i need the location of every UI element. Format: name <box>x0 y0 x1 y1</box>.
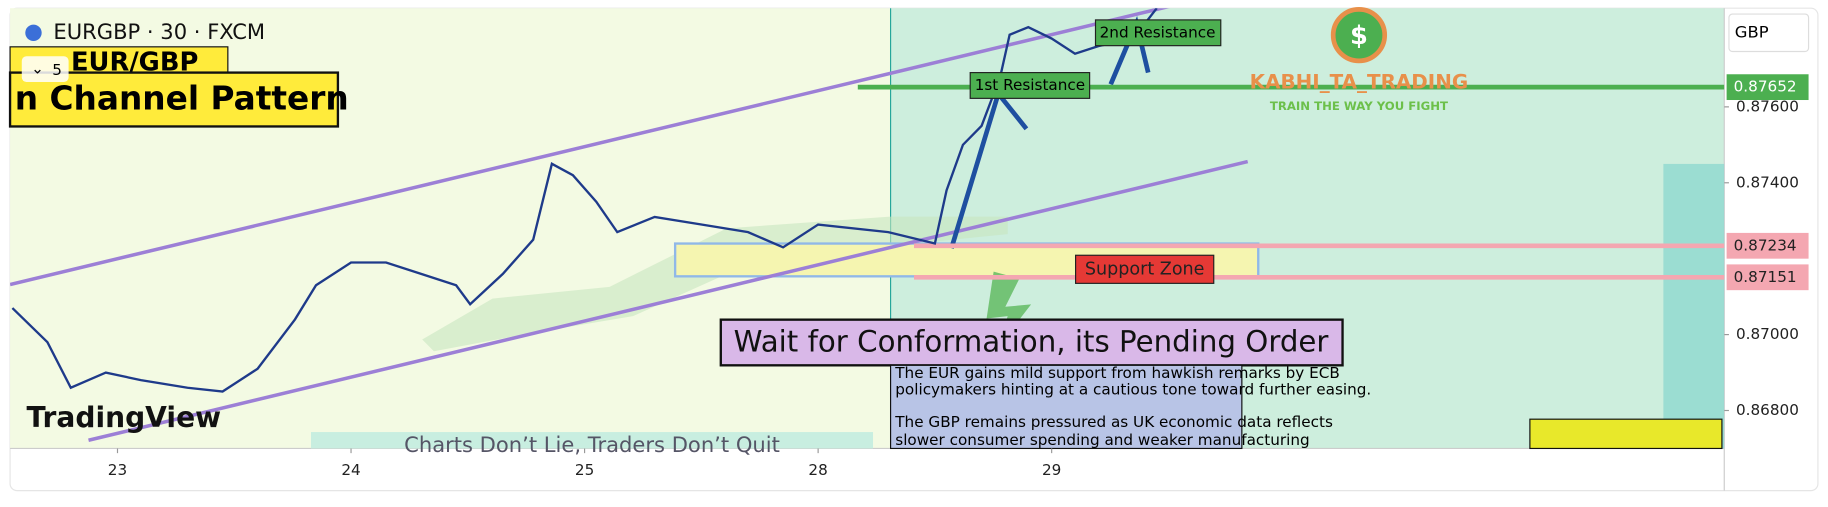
support-label-box <box>1074 254 1215 284</box>
channel-lower <box>88 159 1249 442</box>
brand-symbol: $ <box>1350 21 1368 51</box>
pattern-label: n Channel Pattern <box>15 80 349 118</box>
interval-value: 5 <box>52 61 62 79</box>
flag-icon <box>25 24 42 41</box>
r1-box <box>969 72 1091 99</box>
cloud <box>422 216 1008 352</box>
interval-menu[interactable] <box>21 56 69 82</box>
brand-logo <box>1330 7 1388 64</box>
motto-box <box>310 432 874 449</box>
news-line: slower consumer spending and weaker manu… <box>895 431 1309 449</box>
x-tick-label: 28 <box>808 461 827 479</box>
news-box <box>889 364 1243 450</box>
timer-box <box>1529 418 1723 450</box>
interval-caret: ⌄ <box>31 60 44 78</box>
x-tick-label: 23 <box>108 461 127 479</box>
volume-profile <box>1663 163 1725 449</box>
r2-box <box>1094 19 1222 47</box>
support-zone: Support Zone <box>1085 259 1205 279</box>
brand: KABHI_TA_TRADING <box>1250 71 1469 94</box>
x-tick-label: 29 <box>1042 461 1061 479</box>
y-tick-label: 0.87400 <box>1736 173 1799 191</box>
news-line: policymakers hinting at a cautious tone … <box>895 380 1371 398</box>
currency-box[interactable] <box>1728 13 1810 53</box>
bolt-icon <box>986 271 1032 347</box>
y-tick-label: 0.86800 <box>1736 401 1799 419</box>
price-tag <box>1726 74 1809 101</box>
wait-text: Wait for Conformation, its Pending Order <box>734 325 1330 359</box>
y-tick-label: 0.87600 <box>1736 97 1799 115</box>
price-line <box>11 8 1158 393</box>
symbol: EURGBP · 30 · FXCM <box>53 19 265 44</box>
channel-upper <box>10 8 1170 287</box>
brand-tagline: TRAIN THE WAY YOU FIGHT <box>1270 99 1448 113</box>
news-line: The EUR gains mild support from hawkish … <box>894 364 1340 382</box>
currency: GBP <box>1735 22 1769 41</box>
price-tag-label: 0.87151 <box>1734 268 1797 286</box>
price-tag-label: 0.87652 <box>1734 78 1797 96</box>
news-line: The GBP remains pressured as UK economic… <box>894 413 1333 431</box>
price-tag-label: 0.87234 <box>1734 236 1797 254</box>
y-tick-label: 0.87000 <box>1736 325 1799 343</box>
x-tick-label: 24 <box>341 461 360 479</box>
tradingview-logo: TradingView <box>26 401 221 434</box>
second-resistance: 2nd Resistance <box>1100 23 1216 41</box>
wait-box <box>719 318 1344 367</box>
motto: Charts Don’t Lie, Traders Don’t Quit <box>404 432 780 457</box>
price-tag <box>1726 232 1809 259</box>
price-tag <box>1726 264 1809 291</box>
first-resistance: 1st Resistance <box>975 76 1085 94</box>
x-tick-label: 25 <box>575 461 594 479</box>
